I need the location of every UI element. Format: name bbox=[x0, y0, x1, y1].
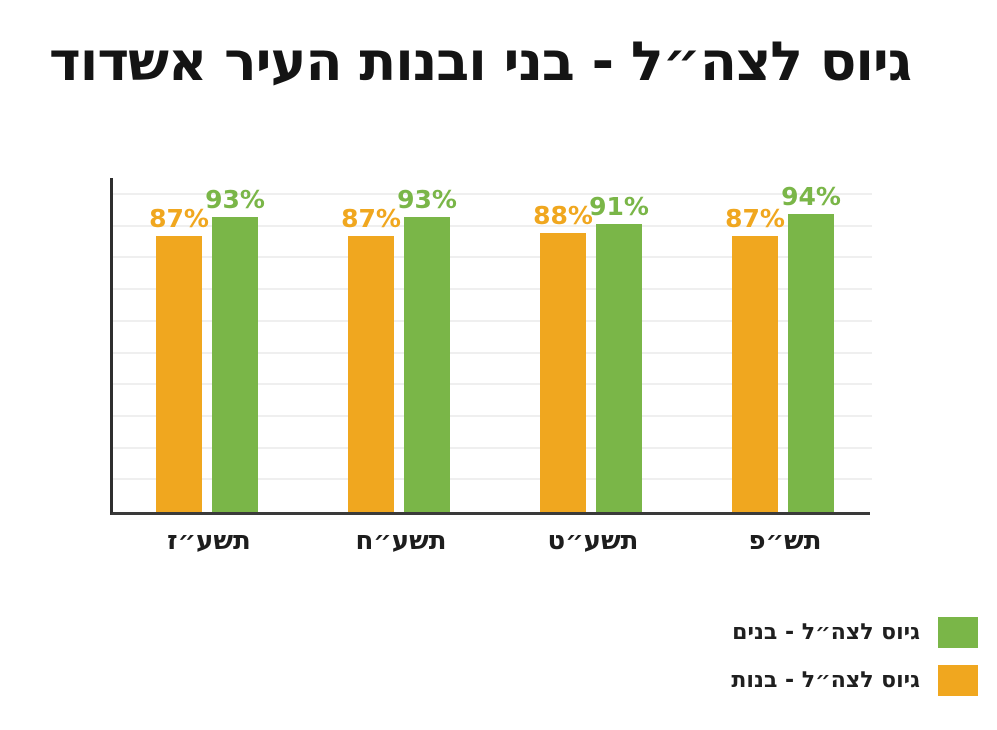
legend-swatch-girls bbox=[938, 665, 978, 696]
bar-value-label: 87% bbox=[341, 204, 401, 234]
gridline bbox=[113, 351, 872, 354]
bar bbox=[788, 214, 834, 512]
bar bbox=[540, 233, 586, 512]
plot-area: 93% 87% תשע״ז 93% 87% תשע״ח 91% 88% תשע״ט 94% 87% ת… bbox=[110, 178, 872, 556]
legend-label-boys: גיוס לצה״ל - בנים bbox=[732, 620, 920, 645]
chart-title: גיוס לצה״ל - בני ובנות העיר אשדוד bbox=[49, 30, 912, 93]
gridline bbox=[113, 224, 872, 227]
legend-swatch-boys bbox=[938, 617, 978, 648]
bar-value-label: 91% bbox=[589, 191, 649, 221]
gridline bbox=[113, 446, 872, 449]
bar bbox=[732, 236, 778, 512]
gridline bbox=[113, 478, 872, 481]
x-axis-label: תש״פ bbox=[748, 526, 822, 556]
plot-inner: 93% 87% תשע״ז 93% 87% תשע״ח 91% 88% תשע״ט 94% 87% ת… bbox=[113, 178, 872, 556]
legend-label-girls: גיוס לצה״ל - בנות bbox=[731, 668, 920, 693]
bar bbox=[404, 217, 450, 512]
gridline bbox=[113, 319, 872, 322]
bar bbox=[348, 236, 394, 512]
bar bbox=[596, 223, 642, 512]
bar-value-label: 93% bbox=[205, 185, 265, 215]
gridline bbox=[113, 256, 872, 259]
legend-item-girls: גיוס לצה״ל - בנות bbox=[731, 665, 978, 696]
bar-value-label: 94% bbox=[781, 182, 841, 212]
x-axis-label: תשע״ט bbox=[547, 526, 639, 556]
bar bbox=[212, 217, 258, 512]
gridline bbox=[113, 414, 872, 417]
x-axis-label: תשע״ז bbox=[167, 526, 251, 556]
gridline bbox=[113, 383, 872, 386]
gridline bbox=[113, 288, 872, 291]
legend: גיוס לצה״ל - בנים גיוס לצה״ל - בנות bbox=[731, 617, 978, 696]
bar-value-label: 88% bbox=[533, 201, 593, 231]
legend-item-boys: גיוס לצה״ל - בנים bbox=[732, 617, 978, 648]
bar bbox=[156, 236, 202, 512]
gridline bbox=[113, 193, 872, 195]
x-axis-label: תשע״ח bbox=[355, 526, 447, 556]
bar-value-label: 93% bbox=[397, 185, 457, 215]
bar-value-label: 87% bbox=[725, 204, 785, 234]
bar-value-label: 87% bbox=[149, 204, 209, 234]
